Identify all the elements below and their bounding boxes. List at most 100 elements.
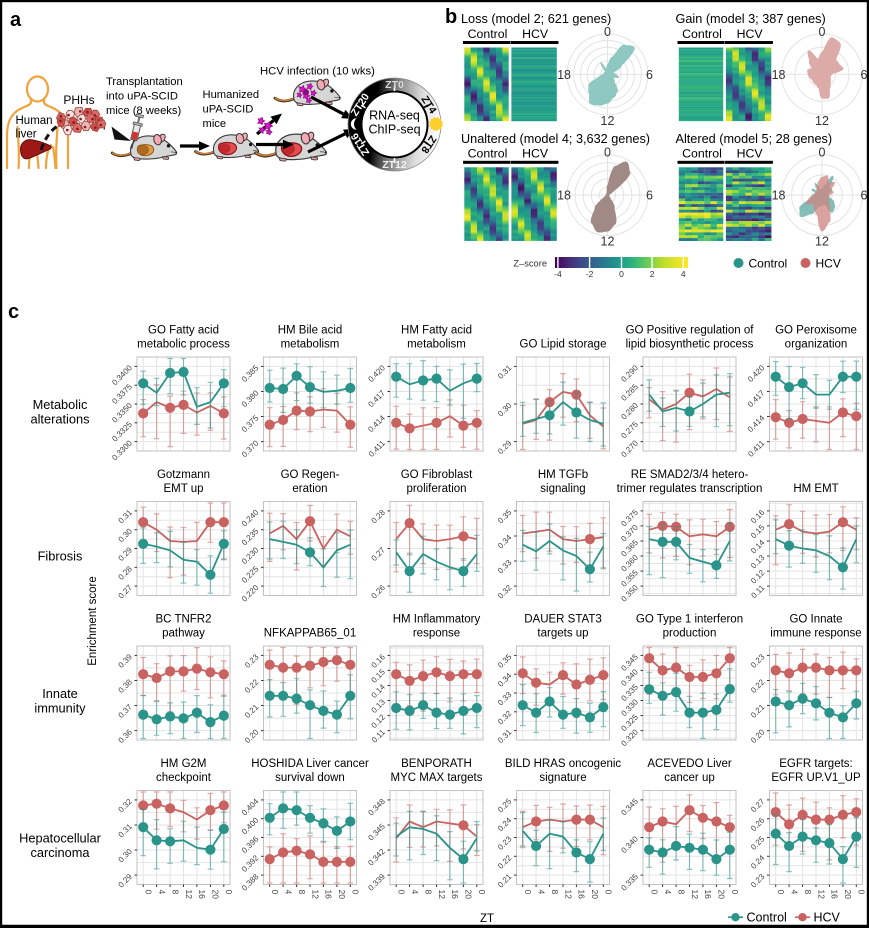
svg-text:GO Peroxisome: GO Peroxisome [775, 325, 857, 337]
svg-text:0: 0 [523, 890, 533, 895]
svg-text:b: b [445, 6, 457, 28]
svg-text:16: 16 [830, 889, 840, 899]
svg-text:0: 0 [776, 890, 786, 895]
svg-text:Control: Control [747, 911, 787, 925]
svg-text:12: 12 [815, 235, 829, 249]
svg-text:GO Fibroblast: GO Fibroblast [401, 469, 473, 481]
svg-text:12: 12 [816, 890, 826, 900]
svg-text:0: 0 [397, 890, 407, 895]
svg-text:16: 16 [577, 889, 587, 899]
svg-text:18: 18 [557, 68, 571, 82]
svg-text:4: 4 [789, 889, 799, 894]
svg-text:12: 12 [601, 235, 615, 249]
svg-text:signaling: signaling [540, 483, 585, 495]
svg-text:RE SMAD2/3/4 hetero-: RE SMAD2/3/4 hetero- [631, 469, 749, 481]
svg-text:8: 8 [297, 890, 307, 895]
svg-text:mice: mice [203, 118, 227, 130]
svg-text:into uPA-SCID: into uPA-SCID [106, 91, 178, 103]
svg-text:4: 4 [157, 889, 167, 894]
svg-text:targets up: targets up [537, 628, 588, 640]
svg-text:immune response: immune response [770, 628, 861, 640]
svg-text:PHHs: PHHs [63, 93, 94, 107]
svg-text:checkpoint: checkpoint [156, 772, 212, 784]
svg-text:proliferation: proliferation [406, 483, 466, 495]
svg-text:GO Lipid storage: GO Lipid storage [520, 339, 607, 351]
svg-text:alterations: alterations [30, 412, 89, 427]
svg-text:6: 6 [646, 68, 653, 82]
svg-text:GO Regen-: GO Regen- [281, 469, 340, 481]
svg-text:18: 18 [557, 189, 571, 203]
svg-text:ChIP-seq: ChIP-seq [368, 123, 420, 137]
svg-text:20: 20 [717, 890, 727, 900]
svg-text:BENPORATH: BENPORATH [401, 758, 472, 770]
svg-text:4: 4 [410, 889, 420, 894]
svg-text:20: 20 [590, 890, 600, 900]
svg-text:ACEVEDO Liver: ACEVEDO Liver [647, 758, 732, 770]
svg-text:0: 0 [819, 25, 826, 39]
svg-text:0: 0 [351, 890, 361, 895]
svg-text:EGFR targets:: EGFR targets: [779, 758, 853, 770]
svg-text:0: 0 [604, 890, 614, 895]
svg-text:HM EMT: HM EMT [793, 483, 838, 495]
svg-text:20: 20 [337, 890, 347, 900]
svg-text:HM Bile acid: HM Bile acid [278, 325, 343, 337]
svg-text:HM Inflammatory: HM Inflammatory [393, 614, 481, 626]
svg-text:8: 8 [803, 890, 813, 895]
svg-text:EGFR UP.V1_UP: EGFR UP.V1_UP [771, 772, 861, 784]
svg-text:GO Positive regulation of: GO Positive regulation of [626, 325, 755, 337]
svg-text:Z–score: Z–score [513, 258, 547, 268]
svg-text:Loss (model 2; 621 genes): Loss (model 2; 621 genes) [461, 12, 611, 26]
svg-text:HM TGFb: HM TGFb [538, 469, 588, 481]
svg-text:survival down: survival down [275, 772, 345, 784]
svg-text:0: 0 [477, 890, 487, 895]
svg-text:12: 12 [563, 890, 573, 900]
svg-text:immunity: immunity [34, 701, 86, 716]
svg-text:Human: Human [16, 115, 53, 127]
svg-text:Gain (model 3; 387 genes): Gain (model 3; 387 genes) [676, 12, 826, 26]
svg-text:uPA-SCID: uPA-SCID [203, 104, 254, 116]
svg-text:Control: Control [749, 256, 788, 270]
svg-text:16: 16 [450, 889, 460, 899]
svg-text:0: 0 [224, 890, 234, 895]
svg-text:Unaltered (model 4; 3,632 gene: Unaltered (model 4; 3,632 genes) [461, 132, 650, 146]
svg-text:lipid biosynthetic process: lipid biosynthetic process [626, 339, 754, 351]
svg-text:DAUER STAT3: DAUER STAT3 [524, 614, 602, 626]
svg-text:BILD HRAS oncogenic: BILD HRAS oncogenic [505, 758, 622, 770]
svg-text:signature: signature [539, 772, 586, 784]
svg-text:12: 12 [310, 890, 320, 900]
svg-text:metabolism: metabolism [407, 339, 466, 351]
svg-text:HCV: HCV [522, 27, 549, 41]
svg-text:HM Fatty acid: HM Fatty acid [401, 325, 472, 337]
svg-text:Control: Control [468, 27, 508, 41]
svg-text:8: 8 [423, 890, 433, 895]
svg-text:12: 12 [815, 114, 829, 128]
svg-text:Hepatocellular: Hepatocellular [19, 831, 102, 846]
svg-text:GO Type 1 interferon: GO Type 1 interferon [636, 614, 743, 626]
svg-text:metabolic process: metabolic process [137, 339, 230, 351]
svg-text:Altered (model 5; 28 genes): Altered (model 5; 28 genes) [676, 132, 833, 146]
svg-text:12: 12 [690, 890, 700, 900]
svg-text:eration: eration [292, 483, 327, 495]
svg-text:mice (8 weeks): mice (8 weeks) [106, 105, 181, 117]
svg-text:Control: Control [682, 147, 722, 161]
svg-text:6: 6 [861, 68, 868, 82]
svg-text:0: 0 [619, 269, 624, 279]
svg-text:response: response [413, 628, 460, 640]
svg-text:Control: Control [468, 147, 508, 161]
svg-text:0: 0 [650, 890, 660, 895]
svg-text:8: 8 [170, 890, 180, 895]
svg-text:HCV: HCV [816, 256, 841, 270]
svg-text:-2: -2 [586, 269, 594, 279]
svg-text:Gotzmann: Gotzmann [157, 469, 210, 481]
svg-text:ZT12: ZT12 [382, 159, 407, 171]
svg-text:8: 8 [676, 890, 686, 895]
svg-text:20: 20 [464, 890, 474, 900]
svg-text:0: 0 [604, 146, 611, 160]
svg-text:8: 8 [550, 890, 560, 895]
svg-text:pathway: pathway [162, 628, 205, 640]
svg-text:20: 20 [843, 890, 853, 900]
svg-text:12: 12 [437, 890, 447, 900]
svg-text:20: 20 [211, 890, 221, 900]
svg-text:HCV: HCV [814, 911, 841, 925]
svg-text:0: 0 [144, 890, 154, 895]
